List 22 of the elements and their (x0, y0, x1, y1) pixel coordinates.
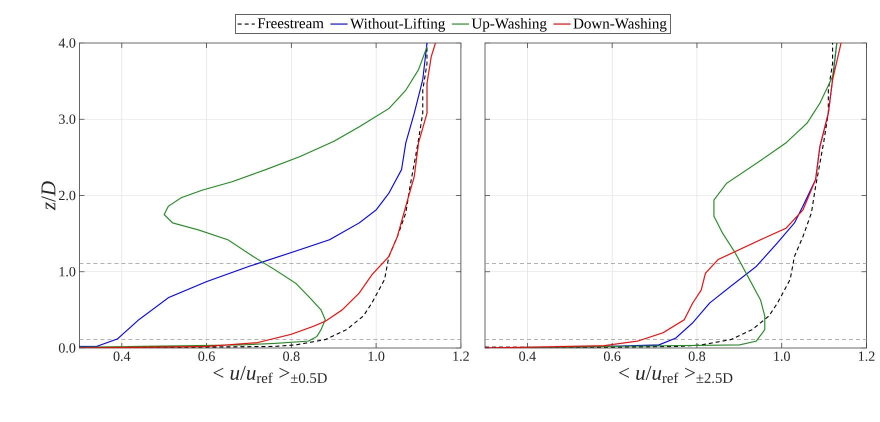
legend-label: Without-Lifting (350, 18, 446, 32)
x-axis-title: < u/u$_{ref}$ >$_{±0.5D}$ (214, 366, 327, 384)
y-tick-label: 2.0 (58, 190, 76, 200)
y-axis-title: z/D (41, 181, 56, 210)
x-tick-label: 1.0 (368, 352, 384, 362)
x-tick-label: 0.4 (114, 352, 130, 362)
x-tick-label: 0.6 (604, 352, 620, 362)
x-tick-label: 1.2 (858, 352, 874, 361)
x-tick-label: 1.0 (774, 352, 790, 362)
x-tick-label: 0.8 (688, 352, 706, 362)
x-tick-label: 1.2 (453, 352, 469, 361)
x-tick-label: 0.8 (283, 352, 300, 362)
x-tick-label: 0.4 (519, 352, 536, 362)
y-tick-label: 3.0 (59, 114, 76, 124)
legend-label: Freestream (258, 18, 324, 28)
x-axis-title: < u/u$_{ref}$ >$_{±2.5D}$ (619, 366, 732, 384)
legend-label: Up-Washing (472, 18, 547, 32)
x-tick-label: 0.6 (198, 352, 215, 362)
y-tick-label: 4.0 (58, 38, 76, 48)
y-tick-label: 0.0 (58, 343, 76, 353)
y-tick-label: 1.0 (60, 266, 76, 276)
legend-label: Down-Washing (574, 18, 667, 32)
